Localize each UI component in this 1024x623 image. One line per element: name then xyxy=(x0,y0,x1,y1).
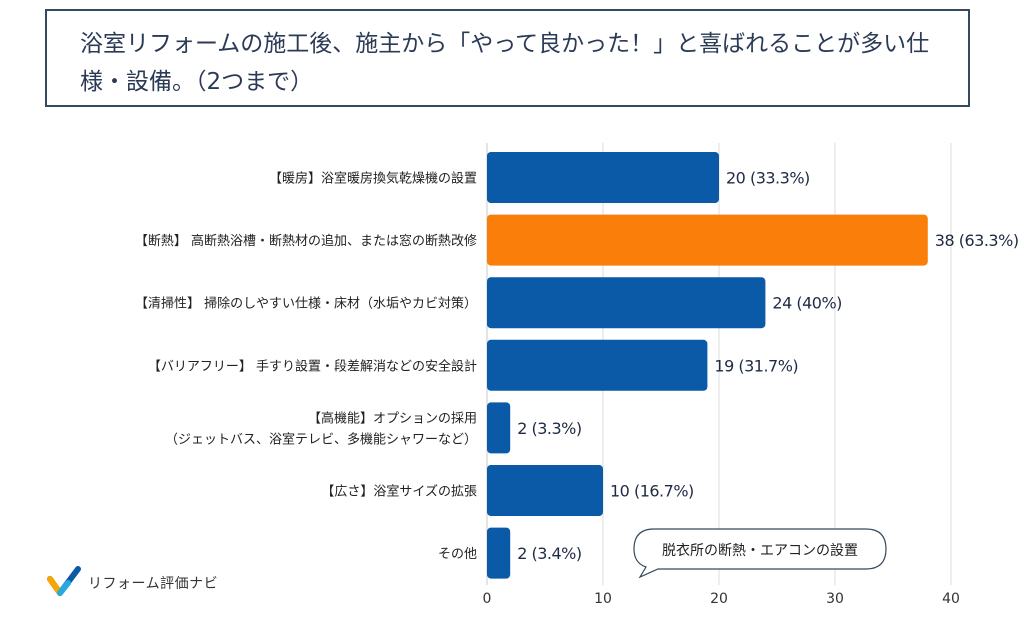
data-label: 10 (16.7%) xyxy=(610,482,694,501)
annotation-bubble xyxy=(633,528,887,579)
data-label: 2 (3.3%) xyxy=(517,419,581,438)
x-tick-label: 10 xyxy=(594,591,612,607)
category-label: 【バリアフリー】 手すり設置・段差解消などの安全設計 xyxy=(148,358,477,374)
bar xyxy=(487,402,511,454)
data-label: 2 (3.4%) xyxy=(517,544,581,563)
logo-text: リフォーム評価ナビ xyxy=(88,576,219,592)
data-label: 38 (63.3%) xyxy=(935,231,1019,250)
brand-logo: リフォーム評価ナビ xyxy=(46,565,218,601)
chart-title-box: 浴室リフォームの施工後、施主から「やって良かった！」と喜ばれることが多い仕様・設… xyxy=(45,9,970,107)
bar xyxy=(487,527,511,579)
category-label: その他 xyxy=(438,547,477,562)
category-label: （ジェットバス、浴室テレビ、多機能シャワーなど） xyxy=(165,431,477,447)
chart-title: 浴室リフォームの施工後、施主から「やって良かった！」と喜ばれることが多い仕様・設… xyxy=(80,31,930,95)
x-tick-label: 40 xyxy=(942,591,960,607)
checkmark-logo-icon xyxy=(47,566,81,596)
data-label: 24 (40%) xyxy=(772,294,842,313)
category-label: 【高機能】オプションの採用 xyxy=(308,410,477,426)
bar xyxy=(487,277,766,329)
category-label: 【暖房】浴室暖房換気乾燥機の設置 xyxy=(269,171,477,187)
category-label: 【清掃性】 掃除のしやすい仕様・床材（水垢やカビ対策） xyxy=(135,296,477,312)
category-label: 【広さ】浴室サイズの拡張 xyxy=(321,484,477,500)
x-tick-label: 0 xyxy=(483,591,492,607)
bar xyxy=(487,152,719,203)
data-label: 19 (31.7%) xyxy=(714,356,798,375)
data-label: 20 (33.3%) xyxy=(726,169,810,188)
category-label: 【断熱】 高断熱浴槽・断熱材の追加、または窓の断熱改修 xyxy=(135,233,477,249)
bar xyxy=(487,465,603,516)
annotation-text: 脱衣所の断熱・エアコンの設置 xyxy=(662,543,858,559)
x-tick-label: 30 xyxy=(826,591,844,607)
x-tick-label: 20 xyxy=(710,591,728,607)
bar xyxy=(487,339,708,391)
bar xyxy=(487,214,928,266)
